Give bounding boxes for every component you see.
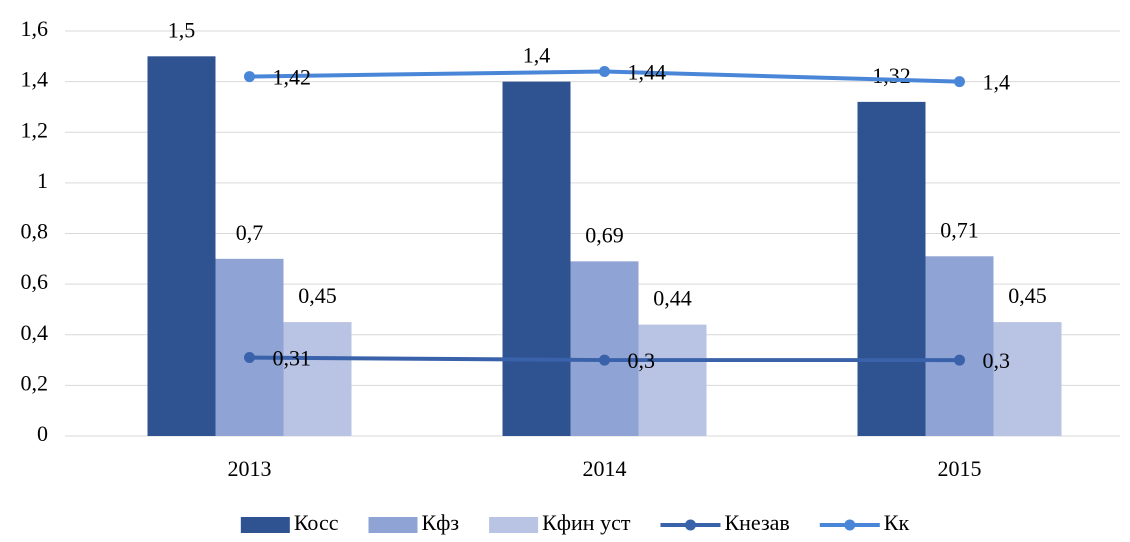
- data-label: 1,4: [983, 70, 1011, 95]
- bar: [147, 56, 216, 436]
- legend-marker: [684, 519, 696, 531]
- x-tick-label: 2014: [583, 456, 627, 481]
- bar: [283, 322, 352, 436]
- bar: [502, 81, 571, 436]
- line-marker: [599, 354, 610, 366]
- legend-label: Кфз: [421, 510, 459, 535]
- legend-label: Кнезав: [724, 510, 789, 535]
- bar: [638, 324, 707, 436]
- y-tick-label: 1,4: [21, 67, 49, 92]
- data-label: 0,69: [585, 222, 624, 247]
- legend-label: Кк: [884, 510, 910, 535]
- y-tick-label: 0,8: [21, 219, 49, 244]
- legend-label: Косс: [294, 510, 339, 535]
- data-label: 0,3: [983, 348, 1011, 373]
- legend-label: Кфин уст: [542, 510, 631, 535]
- line-marker: [954, 76, 965, 88]
- data-label: 0,71: [940, 217, 979, 242]
- y-tick-label: 1: [37, 168, 48, 193]
- x-tick-label: 2013: [228, 456, 272, 481]
- data-label: 0,7: [236, 220, 264, 245]
- data-label: 0,45: [298, 283, 337, 308]
- data-label: 0,3: [628, 348, 656, 373]
- line-marker: [244, 352, 255, 364]
- line-marker: [954, 354, 965, 366]
- legend-marker: [844, 519, 856, 531]
- bar: [857, 101, 926, 436]
- line-marker: [599, 66, 610, 77]
- bar: [215, 258, 284, 436]
- y-tick-label: 1,6: [21, 16, 49, 41]
- data-label: 0,45: [1008, 283, 1047, 308]
- y-tick-label: 0: [37, 421, 48, 446]
- bar: [925, 256, 994, 436]
- y-tick-label: 0,4: [21, 320, 49, 345]
- data-label: 1,42: [273, 65, 312, 90]
- line-marker: [244, 71, 255, 83]
- legend-swatch: [368, 517, 418, 533]
- data-label: 1,44: [628, 60, 667, 85]
- legend-swatch: [489, 517, 539, 533]
- y-tick-label: 0,6: [21, 269, 49, 294]
- data-label: 1,5: [168, 17, 196, 42]
- y-tick-label: 1,2: [21, 117, 49, 142]
- data-label: 1,4: [523, 43, 551, 68]
- bar: [570, 261, 639, 436]
- y-tick-label: 0,2: [21, 370, 49, 395]
- legend-swatch: [240, 517, 290, 533]
- x-tick-label: 2015: [938, 456, 982, 481]
- data-label: 1,32: [872, 63, 911, 88]
- bar: [993, 322, 1062, 436]
- data-label: 0,31: [273, 346, 312, 371]
- data-label: 0,44: [653, 286, 692, 311]
